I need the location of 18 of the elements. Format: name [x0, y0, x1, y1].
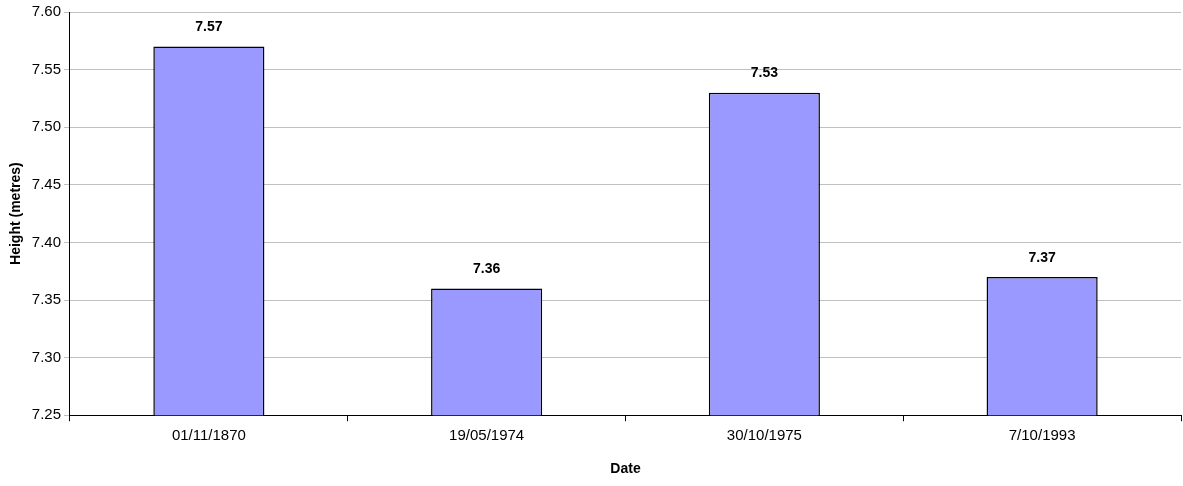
x-tick-label: 01/11/1870 — [171, 426, 246, 444]
x-axis-title: Date — [610, 460, 641, 477]
y-tick-label: 7.30 — [31, 347, 61, 365]
data-label: 7.36 — [473, 260, 501, 277]
x-tick-label: 30/10/1975 — [726, 426, 802, 444]
y-tick-label: 7.60 — [31, 2, 61, 20]
y-tick-label: 7.25 — [31, 405, 61, 423]
x-tick-label: 7/10/1993 — [1008, 426, 1076, 444]
y-axis-title: Height (metres) — [7, 162, 24, 265]
x-tick-label: 19/05/1974 — [449, 426, 525, 444]
data-label: 7.57 — [195, 18, 223, 35]
data-label: 7.37 — [1028, 248, 1056, 265]
y-tick-label: 7.45 — [31, 174, 61, 192]
y-tick-label: 7.40 — [31, 232, 61, 250]
y-tick-label: 7.55 — [31, 59, 61, 77]
y-tick-label: 7.50 — [31, 117, 61, 135]
data-label: 7.53 — [750, 64, 779, 81]
y-tick-label: 7.35 — [31, 290, 61, 308]
